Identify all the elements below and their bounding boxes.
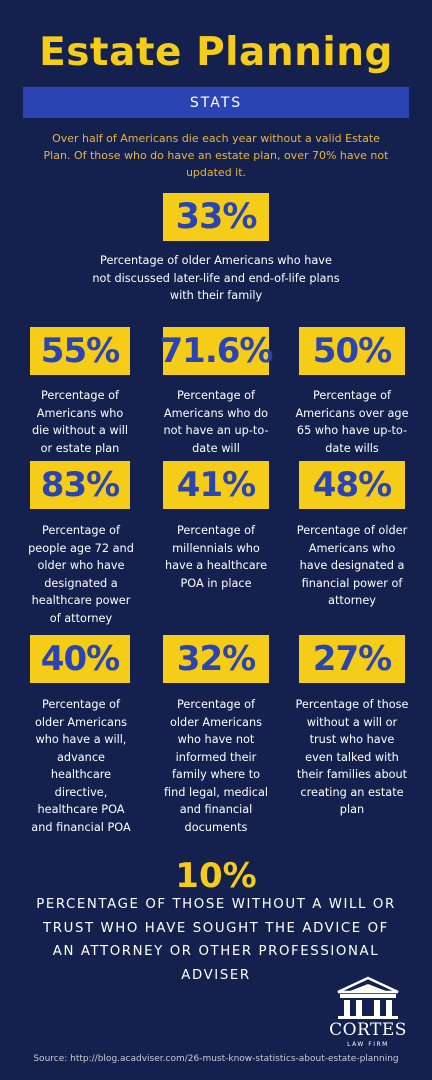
stat-desc: Percentage of older Americans who have d… xyxy=(296,524,408,607)
stat-value: 71.6% xyxy=(159,331,274,371)
stat-box: 50% xyxy=(299,327,405,375)
stat-value: 55% xyxy=(40,331,120,371)
stats-banner-label: STATS xyxy=(189,94,243,111)
stat-box: 48% xyxy=(299,461,405,509)
featured-stat-box: 33% xyxy=(163,193,269,241)
source-citation: Source: http://blog.acadviser.com/26-mus… xyxy=(33,1054,399,1064)
stat-desc: Percentage of those without a will or tr… xyxy=(295,698,409,816)
stats-banner: STATS xyxy=(23,87,409,118)
stat-desc: Percentage of millennials who have a hea… xyxy=(164,524,268,590)
stat-value: 83% xyxy=(40,465,120,505)
stat-value: 48% xyxy=(312,465,392,505)
featured-stat-desc: Percentage of older Americans who have n… xyxy=(92,254,340,302)
stat-desc: Percentage of people age 72 and older wh… xyxy=(28,524,134,625)
courthouse-icon xyxy=(337,976,399,1019)
stat-desc: Percentage of older Americans who have n… xyxy=(163,698,269,834)
final-stat-desc: PERCENTAGE OF THOSE WITHOUT A WILL OR TR… xyxy=(36,897,396,983)
final-stat-value: 10% xyxy=(175,856,257,896)
logo-name: CORTES xyxy=(329,1020,407,1040)
stat-box: 71.6% xyxy=(160,327,273,375)
stat-value: 50% xyxy=(312,331,392,371)
stat-box: 32% xyxy=(163,635,269,683)
logo-subtitle: LAW FIRM xyxy=(347,1041,389,1048)
stat-value: 32% xyxy=(176,639,256,679)
stat-value: 27% xyxy=(312,639,392,679)
stat-box: 55% xyxy=(30,327,130,375)
stat-desc: Percentage of Americans who die without … xyxy=(31,389,129,455)
stat-box: 27% xyxy=(299,635,405,683)
page-title: Estate Planning xyxy=(39,30,393,75)
stat-value: 40% xyxy=(40,639,120,679)
stat-box: 83% xyxy=(30,461,130,509)
stat-desc: Percentage of older Americans who have a… xyxy=(31,698,131,834)
stat-box: 40% xyxy=(30,635,130,683)
stat-desc: Percentage of Americans who do not have … xyxy=(163,389,269,455)
stat-value: 41% xyxy=(176,465,256,505)
stat-box: 41% xyxy=(163,461,269,509)
stat-desc: Percentage of Americans over age 65 who … xyxy=(295,389,409,455)
intro-text: Over half of Americans die each year wit… xyxy=(43,132,389,179)
featured-stat-value: 33% xyxy=(175,197,258,237)
